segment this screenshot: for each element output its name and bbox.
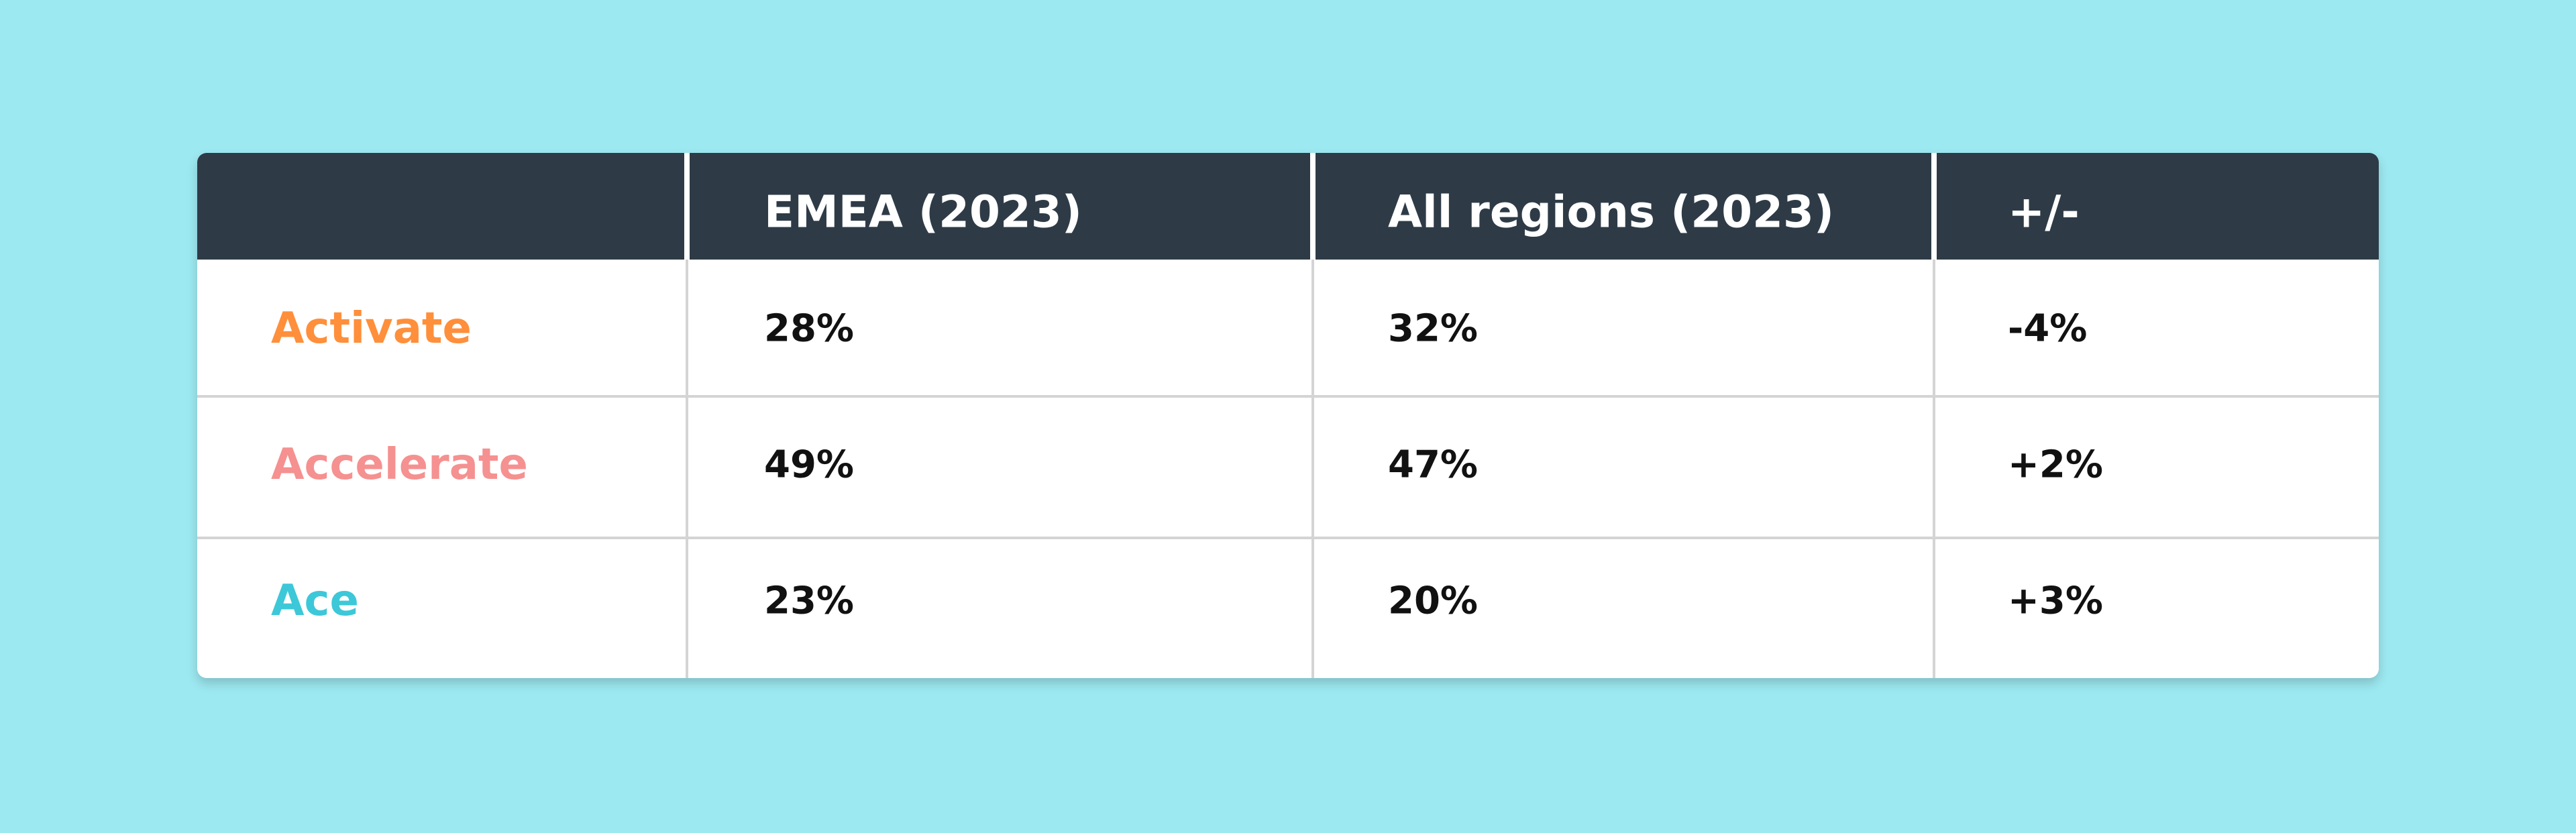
table-cell: 47% xyxy=(1388,443,1479,487)
row-label: Activate xyxy=(271,304,472,353)
table-cell: 49% xyxy=(764,443,855,487)
table-cell: +2% xyxy=(2008,443,2103,487)
header-divider xyxy=(1310,153,1316,260)
row-label: Accelerate xyxy=(271,440,528,490)
table-cell: 23% xyxy=(764,579,855,623)
column-header: EMEA (2023) xyxy=(764,186,1082,238)
table-header xyxy=(197,153,2379,260)
row-label: Ace xyxy=(271,576,359,626)
table: EMEA (2023) All regions (2023) +/- Activate… xyxy=(197,153,2379,678)
header-divider xyxy=(1931,153,1937,260)
table-cell: 28% xyxy=(764,307,855,351)
column-header: All regions (2023) xyxy=(1388,186,1835,238)
table-cell: -4% xyxy=(2008,307,2088,351)
table-cell: 32% xyxy=(1388,307,1479,351)
table-cell: 20% xyxy=(1388,579,1479,623)
row-divider xyxy=(197,537,2379,539)
column-header: +/- xyxy=(2008,186,2080,238)
column-divider xyxy=(1311,153,1314,678)
header-divider xyxy=(684,153,690,260)
row-divider xyxy=(197,395,2379,398)
column-divider xyxy=(1933,153,1935,678)
table-cell: +3% xyxy=(2008,579,2103,623)
column-divider xyxy=(686,153,688,678)
